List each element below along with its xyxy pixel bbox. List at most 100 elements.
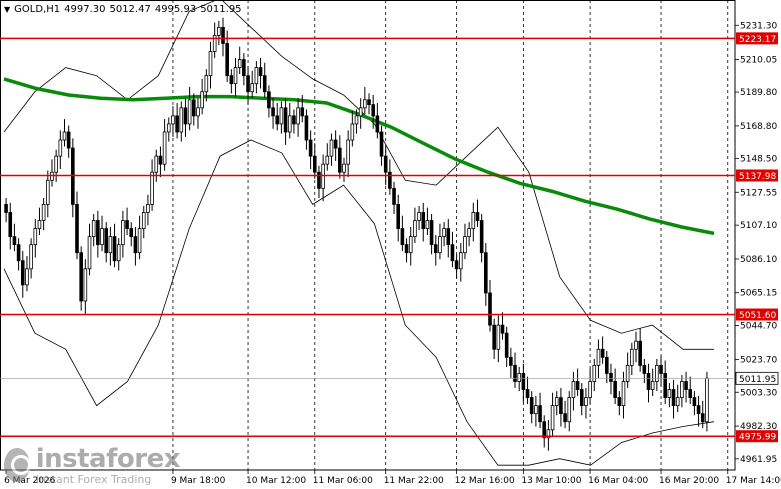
candle xyxy=(630,342,634,376)
candle xyxy=(208,41,213,89)
candle xyxy=(121,210,125,258)
y-tick-label: 5127.55 xyxy=(740,188,777,198)
candle xyxy=(404,238,409,263)
low-value: 4995.93 xyxy=(154,4,197,15)
candle xyxy=(79,246,83,311)
candle xyxy=(229,69,234,94)
candle xyxy=(655,358,659,392)
current-price-bg xyxy=(735,371,779,385)
candle xyxy=(567,391,572,432)
y-tick-label: 5168.80 xyxy=(740,122,777,132)
x-tick-label: 10 Mar 12:00 xyxy=(246,476,306,486)
candle xyxy=(183,98,188,137)
candle xyxy=(521,363,526,403)
y-tick-label: 4982.30 xyxy=(740,422,777,432)
candle xyxy=(625,352,630,388)
candle xyxy=(296,98,300,137)
candle xyxy=(421,202,426,242)
candlesticks xyxy=(4,17,709,451)
candle xyxy=(400,215,405,252)
candle xyxy=(329,133,334,166)
current-price-label: 5011.95 xyxy=(739,375,776,385)
level-label-bg xyxy=(736,32,778,45)
candle xyxy=(588,368,592,405)
moving-average xyxy=(3,77,715,236)
candle xyxy=(287,103,292,139)
candle xyxy=(671,379,676,419)
candle xyxy=(680,375,684,408)
candle xyxy=(304,109,309,150)
candle xyxy=(450,231,455,268)
candle xyxy=(66,125,71,158)
candle xyxy=(396,194,401,242)
candle xyxy=(496,315,501,363)
candle xyxy=(350,111,355,147)
y-tick-label: 5210.05 xyxy=(740,55,777,65)
chart-grid xyxy=(0,0,736,471)
logo-tagline: Instant Forex Trading xyxy=(35,472,152,486)
candle xyxy=(346,130,350,178)
candle xyxy=(454,254,459,279)
candle xyxy=(221,17,225,57)
candle xyxy=(379,125,384,166)
candle xyxy=(62,119,67,147)
high-value: 5012.47 xyxy=(109,4,151,15)
logo-brand: instaforex xyxy=(35,443,181,474)
candle xyxy=(513,352,517,388)
candle xyxy=(108,226,113,266)
y-tick-label: 5044.70 xyxy=(740,322,777,332)
candle xyxy=(471,202,476,242)
candle xyxy=(325,143,330,171)
candle xyxy=(650,368,655,396)
candle xyxy=(141,206,146,239)
candle xyxy=(463,223,467,260)
candle xyxy=(446,218,451,258)
candle xyxy=(475,199,480,227)
level-label-bg xyxy=(736,308,778,321)
candle xyxy=(559,387,563,427)
candle xyxy=(271,98,275,129)
candle xyxy=(217,20,221,46)
candle xyxy=(659,355,663,387)
candle xyxy=(383,146,388,186)
candle xyxy=(342,157,346,182)
candle xyxy=(546,420,551,451)
candle xyxy=(37,207,42,235)
dropdown-triangle-icon[interactable]: ▼ xyxy=(4,5,11,14)
candle xyxy=(179,101,184,142)
candle xyxy=(525,376,530,405)
candle xyxy=(87,223,92,276)
candle xyxy=(413,207,417,244)
candle xyxy=(125,207,129,235)
y-tick-label: 5023.70 xyxy=(740,355,777,365)
candle xyxy=(317,165,321,198)
candle xyxy=(46,170,50,218)
candle xyxy=(54,149,58,182)
close-value: 5011.95 xyxy=(200,4,242,15)
moving-average-line xyxy=(3,77,715,236)
candle xyxy=(604,350,609,384)
candle xyxy=(675,384,680,413)
candle xyxy=(621,371,626,419)
candle xyxy=(354,109,359,134)
y-tick-label: 5189.80 xyxy=(740,88,777,98)
candle xyxy=(175,103,179,139)
candle xyxy=(16,238,21,271)
candle xyxy=(133,226,138,266)
x-tick-label: 11 Mar 22:00 xyxy=(384,476,444,486)
candle xyxy=(484,243,488,306)
candle xyxy=(638,328,642,372)
candle xyxy=(392,181,396,215)
candle xyxy=(579,383,584,416)
candle xyxy=(100,215,104,252)
symbol-info: ▼ GOLD,H1 4997.30 5012.47 4995.93 5011.9… xyxy=(4,4,242,15)
candle xyxy=(563,400,567,429)
x-tick-label: 16 Mar 04:00 xyxy=(588,476,648,486)
candle xyxy=(192,93,196,126)
candle xyxy=(200,78,204,115)
candle xyxy=(254,61,259,94)
candle xyxy=(571,371,576,411)
candle xyxy=(338,135,342,179)
candle xyxy=(162,119,167,171)
